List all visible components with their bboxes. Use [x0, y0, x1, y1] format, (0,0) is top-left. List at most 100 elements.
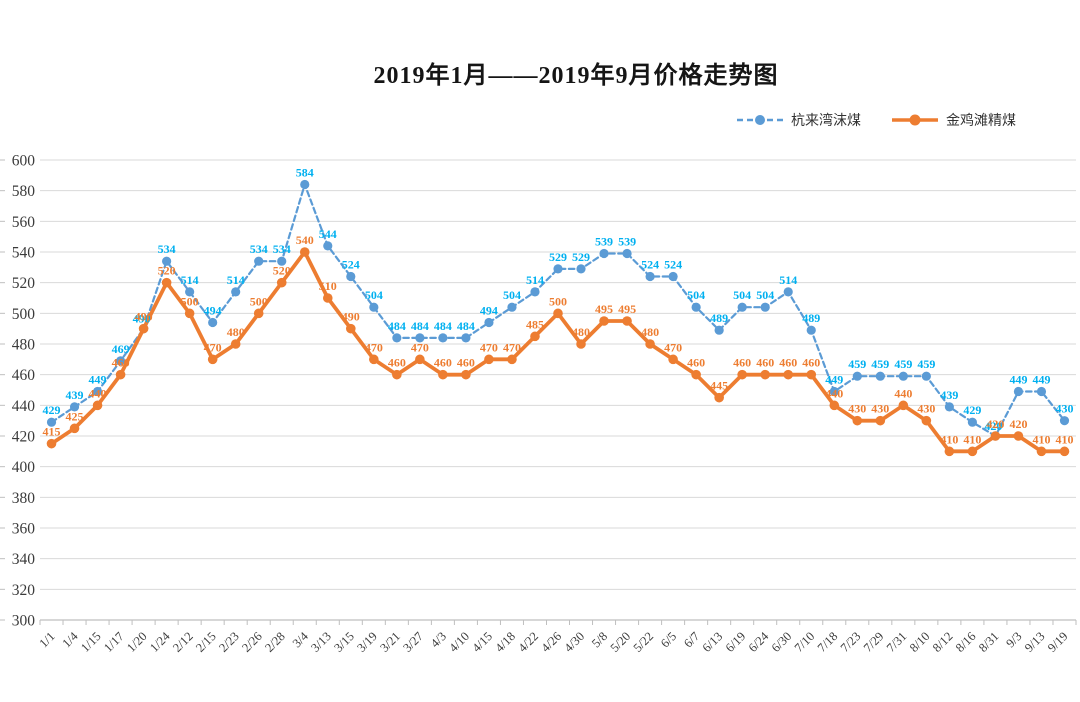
data-label: 469 [112, 342, 130, 356]
data-point [967, 417, 978, 427]
data-point [438, 333, 448, 343]
data-point [1059, 416, 1070, 426]
data-label: 485 [526, 317, 544, 331]
data-point [277, 256, 287, 266]
x-axis-tick-label: 9/13 [1022, 629, 1048, 655]
x-axis-tick-label: 3/15 [331, 629, 357, 655]
legend-item-hanglaiwan: 杭来湾沫煤 [736, 110, 861, 130]
data-label: 410 [1055, 432, 1073, 446]
data-point [576, 339, 586, 349]
data-label: 439 [940, 388, 958, 402]
x-axis-tick-label: 4/30 [562, 629, 588, 655]
data-point [254, 256, 264, 266]
y-axis-tick-label: 560 [12, 214, 36, 231]
data-point [415, 354, 425, 365]
data-point [806, 325, 816, 335]
data-label: 524 [664, 258, 682, 272]
data-label: 534 [273, 242, 291, 256]
data-label: 420 [986, 417, 1004, 431]
x-axis-tick-label: 4/26 [538, 629, 564, 655]
data-label: 430 [848, 402, 866, 416]
data-point [737, 302, 747, 312]
data-label: 504 [365, 288, 383, 302]
data-label: 470 [411, 340, 429, 354]
data-point [645, 339, 655, 349]
y-axis-tick-label: 400 [12, 459, 36, 476]
data-point [875, 371, 885, 381]
data-label: 480 [227, 325, 245, 339]
data-point [783, 369, 794, 380]
data-point [668, 354, 678, 365]
data-point [898, 371, 908, 381]
data-point [1036, 446, 1047, 457]
x-axis [39, 619, 1077, 625]
data-label: 544 [319, 227, 337, 241]
data-label: 504 [733, 288, 751, 302]
x-axis-tick-label: 1/1 [36, 629, 57, 650]
data-point [369, 354, 379, 365]
data-label: 460 [802, 356, 820, 370]
data-label: 470 [480, 340, 498, 354]
data-point [461, 369, 471, 380]
data-label: 445 [710, 379, 728, 393]
x-axis-tick-label: 2/15 [193, 629, 219, 655]
data-point [69, 423, 80, 434]
data-label: 420 [1009, 417, 1027, 431]
data-label: 484 [388, 319, 406, 333]
data-point [944, 402, 954, 412]
data-label: 520 [158, 264, 176, 278]
data-label: 534 [158, 242, 176, 256]
x-axis-tick-label: 7/29 [861, 629, 887, 655]
data-point [231, 287, 241, 297]
data-label: 484 [457, 319, 475, 333]
data-label: 425 [66, 409, 84, 423]
series-jinjitan-data-labels: 415 425 440 460 490 520 500 470 480 500 520 540 510 4… [43, 233, 1074, 446]
data-label: 429 [963, 403, 981, 417]
data-point [875, 415, 886, 426]
data-label: 494 [204, 304, 222, 318]
data-point [921, 415, 932, 426]
data-label: 514 [181, 273, 199, 287]
x-axis-tick-label: 7/31 [884, 629, 910, 655]
data-point [622, 248, 632, 259]
data-label: 500 [181, 294, 199, 308]
data-label: 440 [89, 386, 107, 400]
y-axis-tick-label: 600 [12, 153, 36, 170]
data-point [161, 277, 172, 288]
data-label: 449 [1032, 373, 1050, 387]
data-point [115, 356, 126, 366]
data-point [208, 317, 218, 328]
data-label: 449 [1009, 373, 1027, 387]
data-point [852, 415, 863, 426]
data-label: 410 [963, 432, 981, 446]
x-axis-tick-label: 1/20 [124, 629, 150, 655]
data-label: 484 [411, 319, 429, 333]
series-jinjitan-points [46, 247, 1070, 457]
data-point [1059, 446, 1070, 457]
data-point [530, 331, 540, 342]
x-axis-tick-label: 3/19 [354, 629, 380, 655]
data-point [530, 287, 540, 297]
data-point [69, 402, 80, 412]
data-point [92, 400, 103, 411]
series-hanglaiwan-data-labels: 429 439 449 469 490 534 514 494 514 534 534 584 544 5… [43, 166, 1074, 433]
data-label: 584 [296, 166, 314, 180]
y-axis-tick-label: 580 [12, 183, 36, 200]
data-point [300, 179, 310, 190]
data-point [438, 369, 448, 380]
data-label: 459 [917, 357, 935, 371]
x-axis-tick-label: 1/4 [59, 629, 81, 651]
x-axis-tick-labels: 1/1 1/41/151/171/201/242/122/152/232/262/… [36, 629, 1070, 655]
data-point [668, 271, 678, 282]
data-label: 539 [618, 235, 636, 249]
data-label: 500 [250, 294, 268, 308]
data-point [207, 354, 218, 365]
y-axis-tick-label: 300 [12, 613, 36, 630]
data-point [392, 369, 402, 380]
x-axis-tick-label: 6/5 [658, 629, 679, 650]
data-label: 430 [917, 402, 935, 416]
data-point [484, 317, 494, 328]
y-axis-tick-label: 480 [12, 337, 36, 354]
data-point [46, 417, 57, 427]
